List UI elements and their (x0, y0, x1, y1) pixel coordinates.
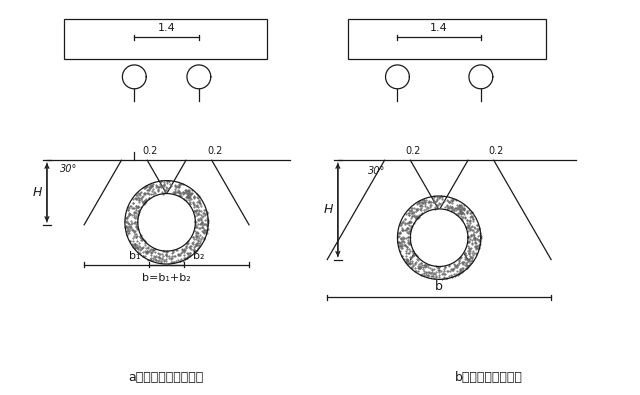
Text: b=b₁+b₂: b=b₁+b₂ (142, 273, 191, 284)
Text: b₂: b₂ (193, 250, 205, 261)
Polygon shape (410, 209, 468, 267)
Text: 0.2: 0.2 (207, 146, 223, 156)
Text: H: H (32, 186, 42, 199)
Bar (348, 19, 547, 59)
Text: b: b (435, 280, 443, 293)
Text: 30°: 30° (60, 164, 77, 174)
Text: a）压力扇散线不重叠: a）压力扇散线不重叠 (129, 371, 204, 384)
Text: 30°: 30° (367, 166, 385, 176)
Text: b）压力扇散线重叠: b）压力扇散线重叠 (455, 371, 523, 384)
Text: b₁: b₁ (129, 250, 140, 261)
Text: 0.2: 0.2 (488, 146, 504, 156)
Text: H: H (323, 203, 333, 216)
Text: 0.2: 0.2 (405, 146, 420, 156)
Text: 0.2: 0.2 (143, 146, 158, 156)
Text: 1.4: 1.4 (157, 23, 175, 33)
Text: 1.4: 1.4 (430, 23, 448, 33)
Bar (64, 19, 268, 59)
Polygon shape (138, 194, 195, 251)
